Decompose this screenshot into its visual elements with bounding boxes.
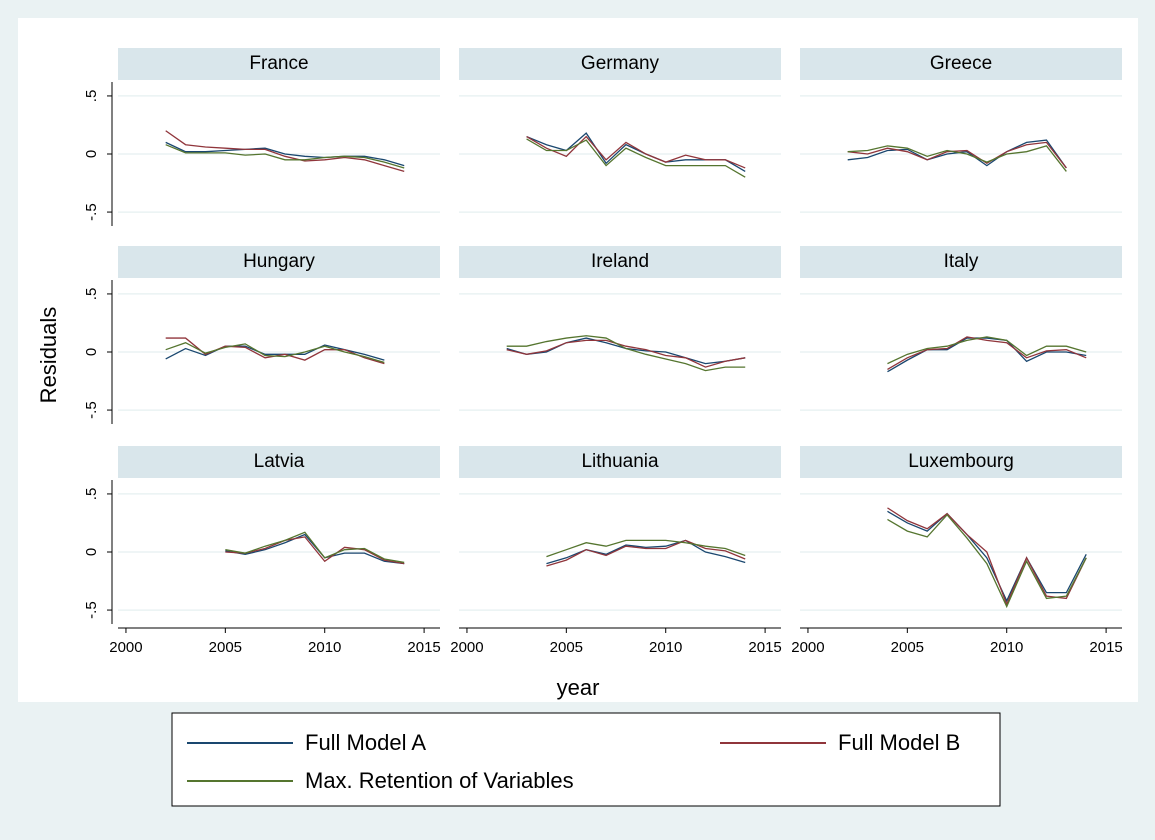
series-line bbox=[225, 531, 405, 564]
y-tick-label: 0 bbox=[83, 348, 100, 356]
legend-label: Max. Retention of Variables bbox=[305, 768, 574, 793]
panel-title: Hungary bbox=[243, 251, 315, 272]
panel-strip bbox=[118, 246, 440, 278]
y-tick-label: 0 bbox=[83, 150, 100, 158]
x-tick-label: 2000 bbox=[109, 639, 142, 656]
series-line bbox=[887, 336, 1087, 370]
series-line bbox=[847, 145, 1067, 172]
series-line bbox=[225, 533, 405, 565]
series-line bbox=[526, 138, 746, 178]
legend-label: Full Model B bbox=[838, 730, 960, 755]
x-tick-label: 2010 bbox=[308, 639, 341, 656]
series-line bbox=[887, 513, 1087, 609]
series-line bbox=[526, 135, 746, 169]
x-tick-label: 2000 bbox=[791, 639, 824, 656]
panel-title: France bbox=[249, 53, 308, 74]
series-line bbox=[546, 539, 746, 565]
series-line bbox=[165, 342, 385, 364]
y-tick-label: -.5 bbox=[83, 203, 100, 221]
x-tick-label: 2005 bbox=[550, 639, 583, 656]
panel-strip bbox=[118, 446, 440, 478]
y-axis-title: Residuals bbox=[36, 307, 61, 404]
series-line bbox=[165, 144, 405, 169]
series-line bbox=[225, 536, 405, 565]
y-tick-label: -.5 bbox=[83, 601, 100, 619]
y-tick-label: .5 bbox=[83, 488, 100, 501]
panel-strip bbox=[459, 446, 781, 478]
series-line bbox=[887, 510, 1087, 603]
series-line bbox=[887, 336, 1087, 365]
series-line bbox=[847, 141, 1067, 169]
series-line bbox=[887, 507, 1087, 606]
y-tick-label: .5 bbox=[83, 288, 100, 301]
panel-strip bbox=[800, 48, 1122, 80]
series-line bbox=[165, 141, 405, 167]
panel-title: Italy bbox=[944, 251, 979, 272]
panel-strip bbox=[800, 446, 1122, 478]
panel-title: Ireland bbox=[591, 251, 649, 272]
series-line bbox=[506, 335, 746, 372]
x-tick-label: 2015 bbox=[748, 639, 781, 656]
legend-box bbox=[171, 712, 1001, 807]
panel-strip bbox=[459, 48, 781, 80]
panel-title: Luxembourg bbox=[908, 451, 1014, 472]
plot-area bbox=[18, 18, 1138, 702]
series-line bbox=[546, 539, 746, 558]
y-tick-label: -.5 bbox=[83, 401, 100, 419]
panel-strip bbox=[800, 246, 1122, 278]
series-line bbox=[546, 539, 746, 567]
series-line bbox=[506, 339, 746, 368]
y-tick-label: .5 bbox=[83, 90, 100, 103]
x-tick-label: 2010 bbox=[990, 639, 1023, 656]
x-tick-label: 2010 bbox=[649, 639, 682, 656]
x-tick-label: 2005 bbox=[209, 639, 242, 656]
x-axis-title: year bbox=[557, 675, 600, 700]
series-line bbox=[165, 130, 405, 173]
x-tick-label: 2015 bbox=[407, 639, 440, 656]
legend-label: Full Model A bbox=[305, 730, 426, 755]
panel-strip bbox=[118, 48, 440, 80]
panel-title: Greece bbox=[930, 53, 992, 74]
y-tick-label: 0 bbox=[83, 548, 100, 556]
series-line bbox=[887, 337, 1087, 373]
x-tick-label: 2005 bbox=[891, 639, 924, 656]
x-tick-label: 2015 bbox=[1089, 639, 1122, 656]
panel-strip bbox=[459, 246, 781, 278]
panel-title: Germany bbox=[581, 53, 660, 74]
panel-title: Latvia bbox=[254, 451, 305, 472]
x-tick-label: 2000 bbox=[450, 639, 483, 656]
panel-title: Lithuania bbox=[581, 451, 659, 472]
